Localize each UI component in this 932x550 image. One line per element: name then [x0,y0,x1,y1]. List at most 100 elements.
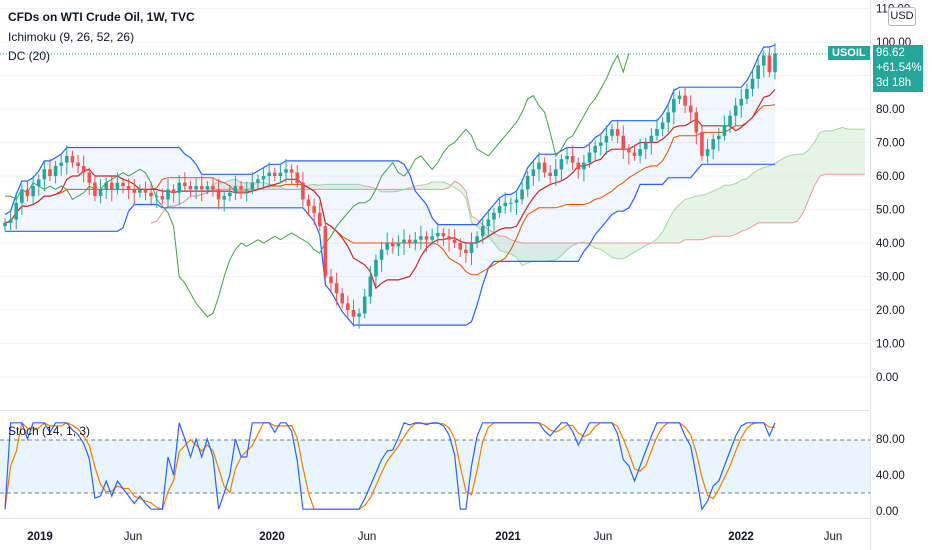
candle-body [295,172,300,183]
x-tick-label: Jun [124,531,143,543]
candle-body [3,222,7,227]
candle-body [537,162,541,170]
y-tick-label: 30.00 [876,272,905,284]
candle-body [183,182,187,187]
candle-body [216,189,221,200]
candle-body [177,182,182,193]
candle-body [643,142,648,150]
candle-body [486,219,491,227]
y-tick-label: 50.00 [876,205,905,217]
candle-body [42,169,47,180]
candle-body [666,112,671,123]
candle-body [407,239,412,243]
candle-body [492,212,496,220]
candle-body [514,199,519,203]
candle-body [346,303,350,310]
x-tick-label: 2019 [27,531,53,543]
candle-body [660,122,665,130]
candle-body [70,155,75,163]
candle-body [610,129,614,136]
candle-body [441,232,446,237]
stoch-legend[interactable]: Stoch (14, 1, 3) [8,424,91,438]
ichimoku-cloud [151,127,865,266]
stoch-k-line [4,422,776,511]
candle-body [8,219,13,223]
candle-body [81,165,86,173]
donchian-legend[interactable]: DC (20) [8,49,51,63]
x-tick-label: Jun [358,531,377,543]
candle-body [160,196,165,200]
candle-body [565,155,569,160]
candle-body [688,105,693,113]
candles [3,42,777,329]
candle-body [497,206,502,213]
candle-body [154,196,159,198]
candle-body [199,186,204,190]
candle-body [705,149,710,156]
candle-body [469,243,474,254]
candle-body [402,239,406,243]
candle-body [244,189,249,191]
candle-body [750,78,755,89]
candle-body [475,236,479,243]
candle-body [379,249,384,260]
candle-body [554,169,558,176]
candle-body [520,189,524,200]
ichimoku-lagging-span [5,53,630,318]
candle-body [677,95,682,99]
stoch-d-line [4,421,775,510]
candle-body [368,276,373,297]
y-tick-label: 80.00 [876,104,905,116]
candle-body [59,162,64,166]
candle-body [143,189,148,193]
candle-body [138,189,142,193]
candle-body [261,176,266,180]
stoch-y-tick-label: 0.00 [876,506,898,518]
candle-body [48,169,52,176]
candle-body [284,169,288,173]
x-tick-label: Jun [594,531,613,543]
candle-body [272,172,277,176]
candle-body [694,112,699,133]
y-tick-label: 60.00 [876,171,905,183]
candle-body [115,182,120,190]
candle-body [559,159,564,170]
candle-body [582,162,586,170]
ichimoku-legend[interactable]: Ichimoku (9, 26, 52, 26) [8,30,135,44]
candle-body [222,196,226,200]
candle-body [531,169,536,176]
stoch-band [0,440,870,493]
candle-body [452,239,457,243]
candle-body [548,172,552,176]
candle-body [340,293,345,304]
candle-body [374,259,378,277]
candle-body [188,186,193,190]
candle-body [239,186,243,190]
donchian-fill [5,44,775,326]
donchian-lower [5,163,775,326]
candle-body [739,98,744,106]
candle-body [93,182,97,197]
candle-body [171,189,176,193]
currency-button[interactable]: USD [888,7,916,26]
candle-body [525,176,530,190]
candle-body [716,135,721,140]
y-tick-label: 20.00 [876,305,905,317]
candle-body [391,243,395,247]
candle-body [761,55,766,66]
candle-body [289,169,294,173]
candle-body [14,202,19,220]
candle-body [278,172,283,176]
candle-body [593,145,597,153]
candle-body [25,189,30,197]
candle-body [576,162,581,170]
candle-body [87,172,92,183]
candle-body [53,165,58,176]
candle-body [36,179,41,187]
y-tick-label: 10.00 [876,339,905,351]
candle-body [357,313,361,317]
chart-title: CFDs on WTI Crude Oil, 1W, TVC [8,10,195,24]
candle-body [396,243,401,247]
candle-body [334,283,339,294]
